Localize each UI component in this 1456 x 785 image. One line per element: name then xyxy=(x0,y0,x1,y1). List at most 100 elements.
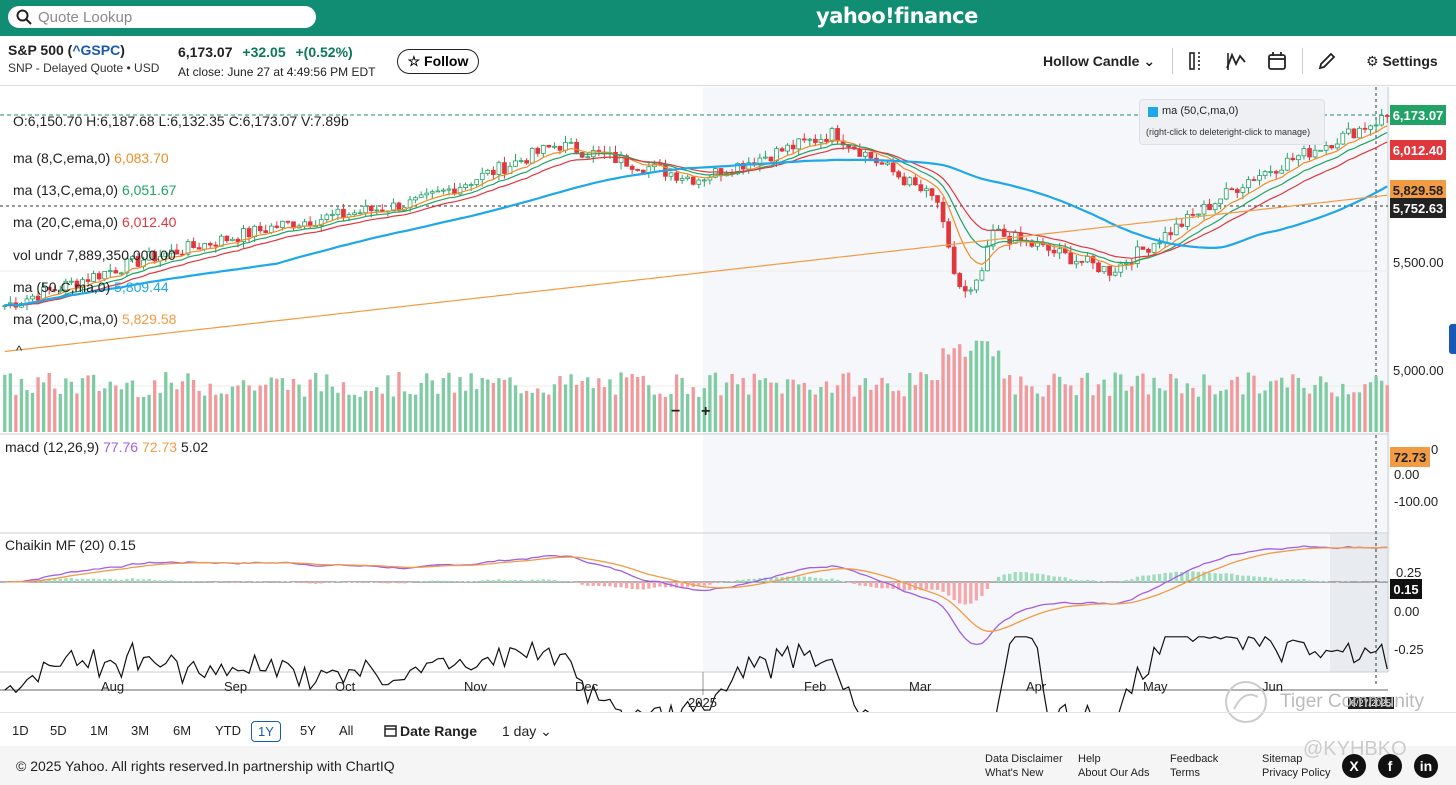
legend-ma13[interactable]: ma (13,C,ema,0) 6,051.67 xyxy=(13,182,176,198)
volume-bar xyxy=(513,385,518,432)
interval-select[interactable]: 1 day ⌄ xyxy=(502,723,552,739)
candle-down xyxy=(135,256,141,267)
range-5d[interactable]: 5D xyxy=(50,723,67,738)
macd-hist-bar xyxy=(847,582,851,583)
range-1y[interactable]: 1Y xyxy=(251,721,281,742)
volume-bar xyxy=(630,374,634,432)
volume-bar xyxy=(1013,394,1017,432)
macd-hist-bar xyxy=(347,582,351,583)
volume-bar xyxy=(1102,379,1106,432)
whats-new-link[interactable]: What's New xyxy=(985,767,1044,779)
candle-down xyxy=(257,225,263,232)
volume-bar xyxy=(330,386,335,432)
legend-ma50[interactable]: ma (50,C,ma,0) 5,809.44 xyxy=(13,279,169,295)
candle-up xyxy=(1257,175,1262,181)
macd-hist-bar xyxy=(524,580,529,582)
zoom-out-button[interactable]: − xyxy=(671,403,681,420)
range-1m[interactable]: 1M xyxy=(90,723,109,738)
volume-bar xyxy=(747,394,751,432)
feedback-link[interactable]: Feedback xyxy=(1170,753,1219,765)
legend-ma20[interactable]: ma (20,C,ema,0) 6,012.40 xyxy=(13,214,176,230)
macd-hist-bar xyxy=(1163,572,1167,582)
volume-bar xyxy=(574,384,579,432)
facebook-icon[interactable]: f xyxy=(1378,754,1402,778)
pencil-icon[interactable] xyxy=(1316,50,1338,72)
volume-bar xyxy=(1324,382,1328,432)
draw-icon[interactable] xyxy=(1225,50,1247,72)
range-5y[interactable]: 5Y xyxy=(300,723,316,738)
date-range-button[interactable]: Date Range xyxy=(400,723,478,739)
macd-hist-bar xyxy=(1296,579,1301,582)
macd-hist-bar xyxy=(885,582,890,589)
candle-up xyxy=(163,252,169,257)
volume-bar xyxy=(1318,376,1323,432)
sitemap-link[interactable]: Sitemap xyxy=(1262,753,1303,765)
chaikin-label: Chaikin MF (20) xyxy=(5,537,105,553)
symbol[interactable]: ^GSPC xyxy=(72,42,121,58)
macd-hist-bar xyxy=(302,582,307,583)
chart-type-select[interactable]: Hollow Candle ⌄ xyxy=(1043,53,1156,69)
candle-down xyxy=(624,155,629,167)
volume-bar xyxy=(1341,383,1345,432)
data-disclaimer-link[interactable]: Data Disclaimer xyxy=(985,753,1063,765)
candle-up xyxy=(418,194,424,199)
candle-up xyxy=(280,220,285,228)
chaikin-value: 0.15 xyxy=(108,537,136,553)
yahoo-finance-logo[interactable]: yahoo!finance xyxy=(816,4,978,28)
legend-volume[interactable]: vol undr 7,889,350,000.00 xyxy=(13,247,176,263)
candle-up xyxy=(735,163,740,175)
candle-down xyxy=(1362,127,1368,130)
macd-hist-bar xyxy=(1041,574,1045,582)
macd-hist-bar xyxy=(613,582,618,588)
volume-bar xyxy=(1135,375,1140,432)
range-3m[interactable]: 3M xyxy=(131,723,150,738)
x-social-icon[interactable]: X xyxy=(1342,754,1366,778)
side-panel-tab[interactable] xyxy=(1449,324,1456,354)
candle-down xyxy=(1190,213,1196,216)
search-input[interactable] xyxy=(38,8,308,26)
x-tick-may: May xyxy=(1143,679,1168,694)
volume-bar xyxy=(969,350,973,432)
macd-hist-bar xyxy=(186,580,190,582)
macd-hist-bar xyxy=(408,582,412,583)
events-icon[interactable] xyxy=(1266,50,1288,72)
macd-hist-bar xyxy=(252,581,257,582)
zoom-in-button[interactable]: + xyxy=(701,403,711,420)
volume-bar xyxy=(891,391,895,432)
privacy-policy-link[interactable]: Privacy Policy xyxy=(1262,767,1331,779)
candle-up xyxy=(252,225,257,238)
x-tick-mar: Mar xyxy=(909,679,932,694)
candle-up xyxy=(457,187,463,195)
about-ads-link[interactable]: About Our Ads xyxy=(1078,767,1150,779)
macd-hist-bar xyxy=(574,582,579,583)
settings-button[interactable]: ⚙ Settings xyxy=(1366,53,1438,69)
linkedin-icon[interactable]: in xyxy=(1414,754,1438,778)
range-6m[interactable]: 6M xyxy=(173,723,192,738)
candle-down xyxy=(951,246,957,274)
follow-button[interactable]: ☆ Follow xyxy=(397,49,479,74)
help-link[interactable]: Help xyxy=(1078,753,1101,765)
macd-hist-bar xyxy=(785,576,790,582)
volume-bar xyxy=(1352,392,1356,432)
range-1d[interactable]: 1D xyxy=(12,723,29,738)
terms-link[interactable]: Terms xyxy=(1170,767,1200,779)
macd-hist-bar xyxy=(214,582,218,583)
range-all[interactable]: All xyxy=(339,723,354,738)
legend-ma8[interactable]: ma (8,C,ema,0) 6,083.70 xyxy=(13,150,169,166)
macd-hist-bar xyxy=(1213,573,1217,582)
crosshair-icon[interactable] xyxy=(1185,50,1207,72)
volume-bar xyxy=(597,378,601,432)
macd-hist-bar xyxy=(580,582,584,585)
range-ytd[interactable]: YTD xyxy=(215,723,241,738)
price-tag-ma200: 5,829.58 xyxy=(1390,180,1446,200)
legend-ma200[interactable]: ma (200,C,ma,0) 5,829.58 xyxy=(13,311,176,327)
chart-area[interactable]: O:6,150.70 H:6,187.68 L:6,132.35 C:6,173… xyxy=(0,87,1456,723)
candle-up xyxy=(1085,256,1090,263)
chart-canvas[interactable] xyxy=(0,87,1456,712)
macd-hist-bar xyxy=(402,582,407,584)
macd-hist-bar xyxy=(1202,571,1206,582)
collapse-legend-icon[interactable]: ^ xyxy=(16,343,23,358)
macd-hist-bar xyxy=(153,579,157,582)
macd-hist-bar xyxy=(491,580,496,582)
search-box[interactable] xyxy=(8,6,316,28)
